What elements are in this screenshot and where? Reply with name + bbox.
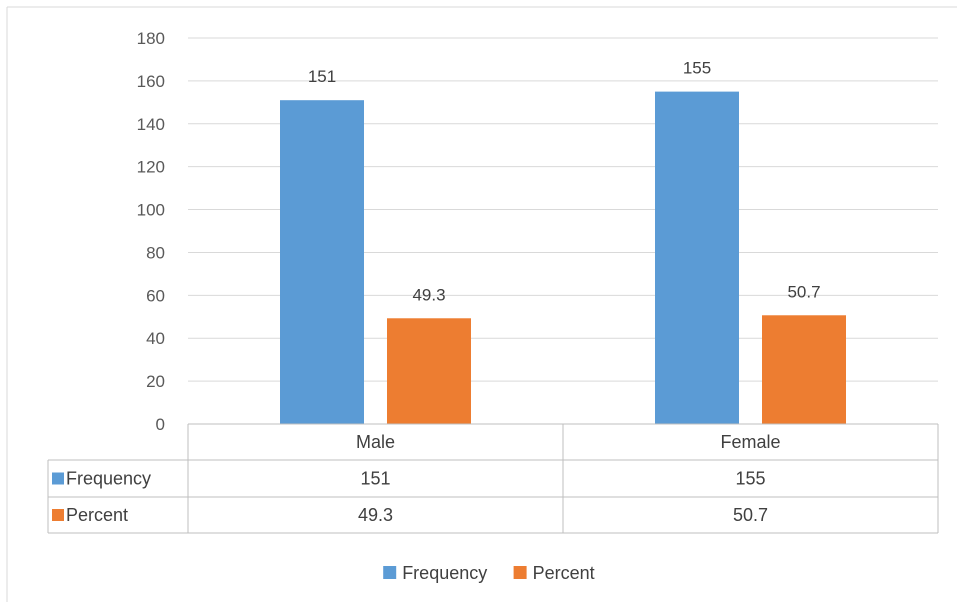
bar-frequency-male — [280, 100, 364, 424]
data-labels: 151 49.3 155 50.7 — [308, 59, 821, 305]
y-tick-label: 120 — [137, 158, 165, 177]
y-tick-label: 0 — [156, 415, 165, 434]
y-tick-label: 100 — [137, 201, 165, 220]
table-series-label-percent: Percent — [66, 505, 128, 525]
y-tick-label: 40 — [146, 329, 165, 348]
y-tick-label: 140 — [137, 115, 165, 134]
y-axis-tick-labels: 0 20 40 60 80 100 120 140 160 180 — [137, 29, 165, 434]
y-tick-label: 180 — [137, 29, 165, 48]
data-label-frequency-female: 155 — [683, 59, 711, 78]
y-tick-label: 80 — [146, 243, 165, 262]
data-label-percent-male: 49.3 — [412, 285, 445, 304]
bar-percent-male — [387, 318, 471, 424]
data-label-percent-female: 50.7 — [787, 282, 820, 301]
table-cell-frequency-male: 151 — [360, 469, 390, 489]
legend-key-frequency — [383, 566, 397, 579]
chart-frame — [6, 6, 957, 602]
table-cell-percent-male: 49.3 — [358, 505, 393, 525]
y-tick-label: 20 — [146, 372, 165, 391]
table-legend-key-percent — [52, 509, 64, 521]
table-legend-key-frequency — [52, 472, 64, 485]
table-cell-frequency-female: 155 — [735, 469, 765, 489]
y-tick-label: 60 — [146, 286, 165, 305]
legend-label-frequency: Frequency — [402, 563, 487, 583]
bars — [280, 91, 846, 424]
legend-key-percent — [513, 566, 527, 579]
x-tick-label-female: Female — [720, 432, 780, 452]
legend: Frequency Percent — [383, 563, 595, 583]
table-cell-percent-female: 50.7 — [733, 505, 768, 525]
data-table: Male Female Frequency 151 155 Percent 49.3 50.7 — [47, 423, 939, 534]
x-tick-label-male: Male — [356, 432, 395, 452]
table-series-label-frequency: Frequency — [66, 469, 151, 489]
bar-percent-female — [762, 315, 846, 424]
bar-frequency-female — [655, 91, 739, 424]
y-tick-label: 160 — [137, 72, 165, 91]
legend-label-percent: Percent — [533, 563, 595, 583]
data-label-frequency-male: 151 — [308, 67, 336, 86]
